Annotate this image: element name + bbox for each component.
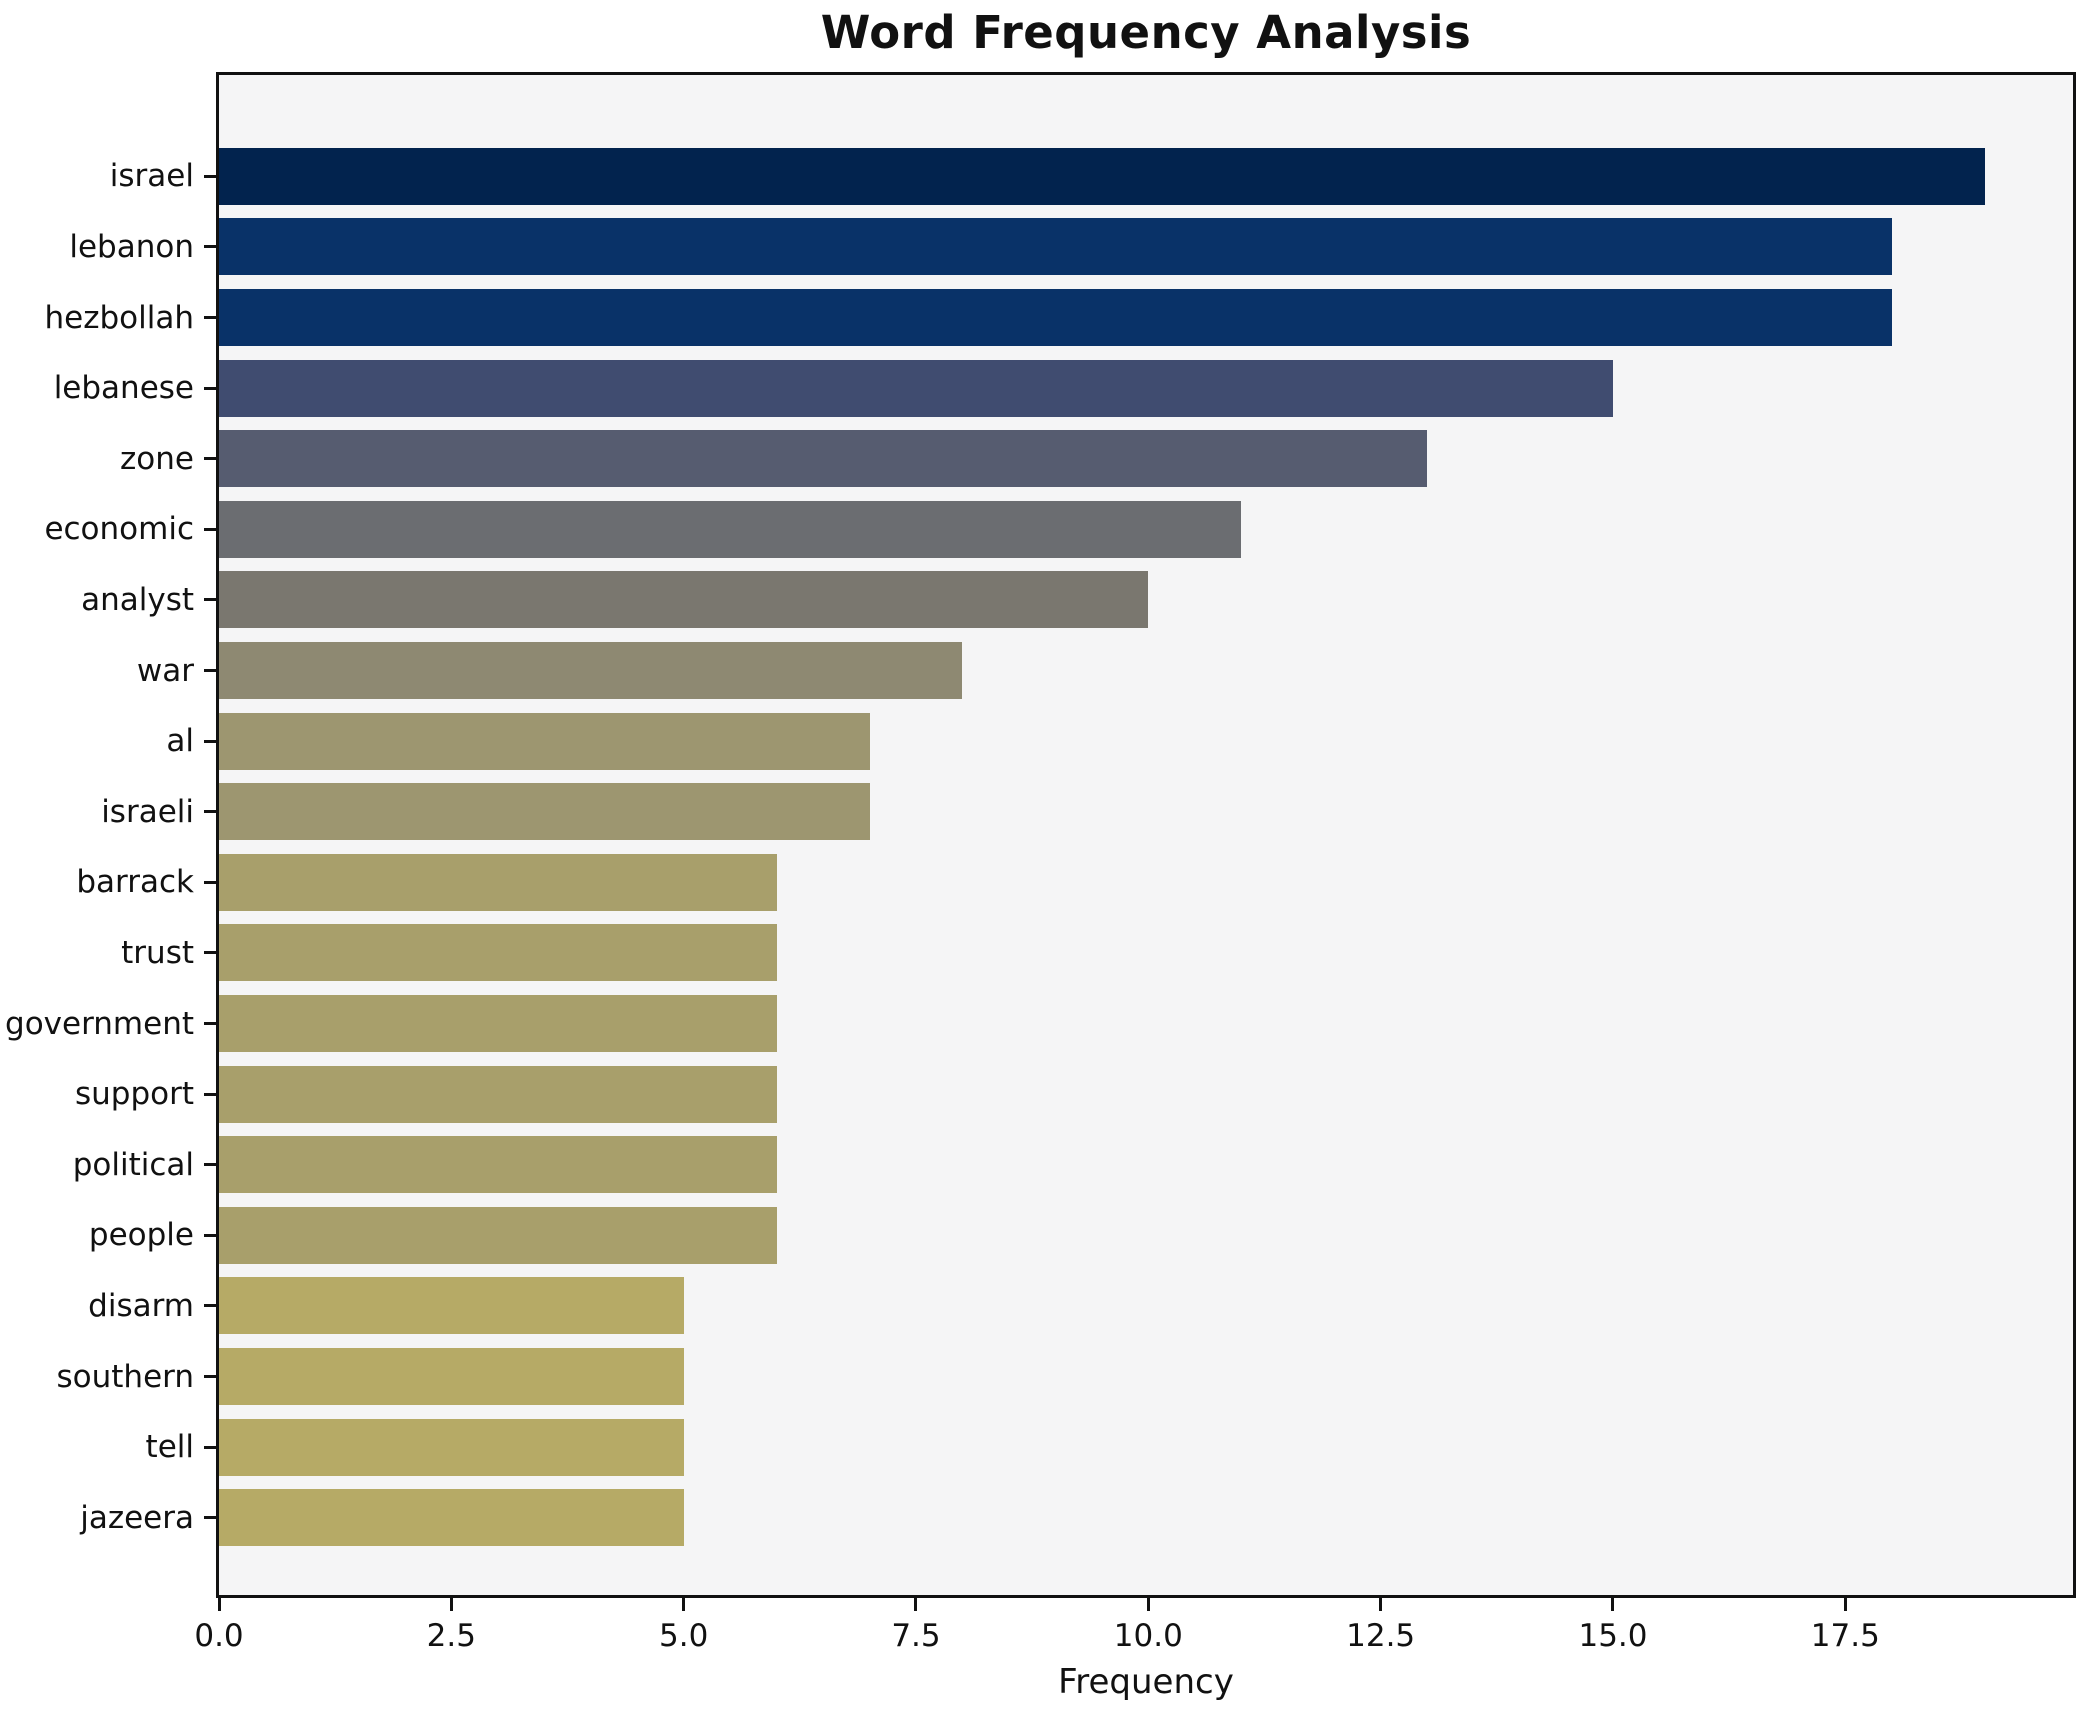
bar-tell <box>219 1418 684 1476</box>
bar-trust <box>219 924 777 982</box>
bar-government <box>219 995 777 1052</box>
x-tick-label-5.0: 5.0 <box>659 1618 709 1654</box>
y-tick-label-lebanon: lebanon <box>69 228 194 265</box>
x-tick-label-17.5: 17.5 <box>1810 1618 1880 1654</box>
x-tick-mark <box>217 1598 221 1611</box>
bar-al <box>219 712 870 770</box>
bar-analyst <box>219 571 1148 629</box>
bar-lebanese <box>219 359 1613 417</box>
y-tick-mark <box>204 1445 216 1449</box>
y-tick-mark <box>204 1375 216 1378</box>
x-tick-mark <box>914 1598 918 1611</box>
y-tick-label-hezbollah: hezbollah <box>44 299 194 336</box>
y-tick-mark <box>204 174 216 178</box>
x-axis-label: Frequency <box>1058 1662 1234 1702</box>
y-tick-mark <box>204 880 216 884</box>
y-tick-label-disarm: disarm <box>88 1287 194 1324</box>
y-tick-mark <box>204 527 216 531</box>
x-tick-label-15.0: 15.0 <box>1578 1618 1648 1654</box>
x-tick-mark <box>1611 1598 1615 1611</box>
bar-jazeera <box>219 1489 684 1547</box>
y-tick-label-people: people <box>88 1217 194 1254</box>
y-tick-mark <box>204 1092 216 1096</box>
y-tick-label-lebanese: lebanese <box>53 370 194 407</box>
y-tick-mark <box>204 245 216 249</box>
x-tick-label-0.0: 0.0 <box>194 1618 244 1654</box>
y-tick-label-southern: southern <box>56 1358 195 1395</box>
bar-barrack <box>219 853 777 911</box>
y-tick-mark <box>204 457 216 461</box>
x-tick-label-12.5: 12.5 <box>1346 1618 1416 1654</box>
y-tick-mark <box>204 669 216 672</box>
x-tick-mark <box>1146 1598 1150 1611</box>
y-tick-label-zone: zone <box>120 440 194 477</box>
bar-israeli <box>219 783 870 841</box>
bar-disarm <box>219 1277 684 1335</box>
y-tick-mark <box>204 1516 216 1520</box>
x-tick-mark <box>449 1598 453 1611</box>
y-tick-label-trust: trust <box>121 934 194 971</box>
y-tick-mark <box>204 810 216 814</box>
x-tick-mark <box>682 1598 686 1611</box>
x-tick-label-2.5: 2.5 <box>426 1618 476 1654</box>
y-tick-label-war: war <box>136 652 194 689</box>
y-tick-label-al: al <box>166 723 194 760</box>
y-tick-mark <box>204 1163 216 1167</box>
bar-zone <box>219 430 1427 488</box>
y-tick-label-tell: tell <box>145 1429 194 1466</box>
bar-war <box>219 642 962 699</box>
y-tick-label-israel: israel <box>109 158 194 195</box>
y-tick-mark <box>204 1304 216 1308</box>
y-tick-label-barrack: barrack <box>76 864 194 901</box>
plot-area <box>216 72 2076 1598</box>
y-tick-mark <box>204 598 216 602</box>
y-tick-label-political: political <box>72 1146 194 1183</box>
y-tick-mark <box>204 739 216 743</box>
y-tick-label-support: support <box>74 1076 194 1113</box>
bar-hezbollah <box>219 289 1892 346</box>
y-tick-mark <box>204 951 216 955</box>
y-tick-label-government: government <box>5 1005 194 1042</box>
x-tick-label-10.0: 10.0 <box>1113 1618 1183 1654</box>
y-tick-mark <box>204 1022 216 1025</box>
bar-lebanon <box>219 218 1892 276</box>
y-tick-label-analyst: analyst <box>81 581 194 618</box>
y-tick-mark <box>204 316 216 319</box>
y-tick-label-economic: economic <box>44 511 194 548</box>
bar-israel <box>219 147 1985 205</box>
x-tick-mark <box>1379 1598 1383 1611</box>
bar-political <box>219 1136 777 1194</box>
bar-people <box>219 1206 777 1264</box>
y-tick-label-israeli: israeli <box>101 793 194 830</box>
y-tick-mark <box>204 1233 216 1237</box>
y-tick-label-jazeera: jazeera <box>80 1499 194 1536</box>
bar-southern <box>219 1348 684 1405</box>
y-tick-mark <box>204 386 216 390</box>
chart-title: Word Frequency Analysis <box>820 6 1472 59</box>
x-tick-label-7.5: 7.5 <box>891 1618 941 1654</box>
bar-support <box>219 1065 777 1123</box>
bar-economic <box>219 500 1241 558</box>
x-tick-mark <box>1843 1598 1847 1611</box>
